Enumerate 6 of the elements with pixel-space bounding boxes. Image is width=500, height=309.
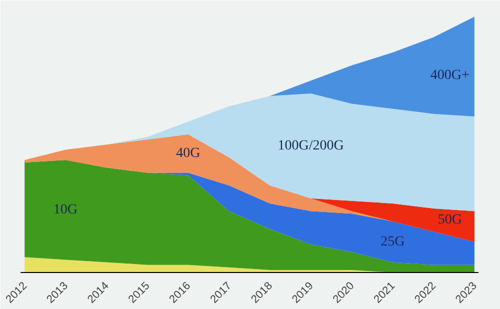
series-label: 100G/200G bbox=[278, 138, 344, 154]
series-label: 40G bbox=[176, 146, 200, 162]
series-label: 50G bbox=[438, 212, 462, 228]
series-label: 400G+ bbox=[430, 68, 470, 84]
series-label: 25G bbox=[380, 234, 405, 250]
series-label: 10G bbox=[53, 202, 78, 218]
